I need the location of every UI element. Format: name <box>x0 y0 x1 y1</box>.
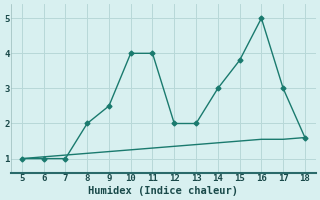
X-axis label: Humidex (Indice chaleur): Humidex (Indice chaleur) <box>88 186 238 196</box>
